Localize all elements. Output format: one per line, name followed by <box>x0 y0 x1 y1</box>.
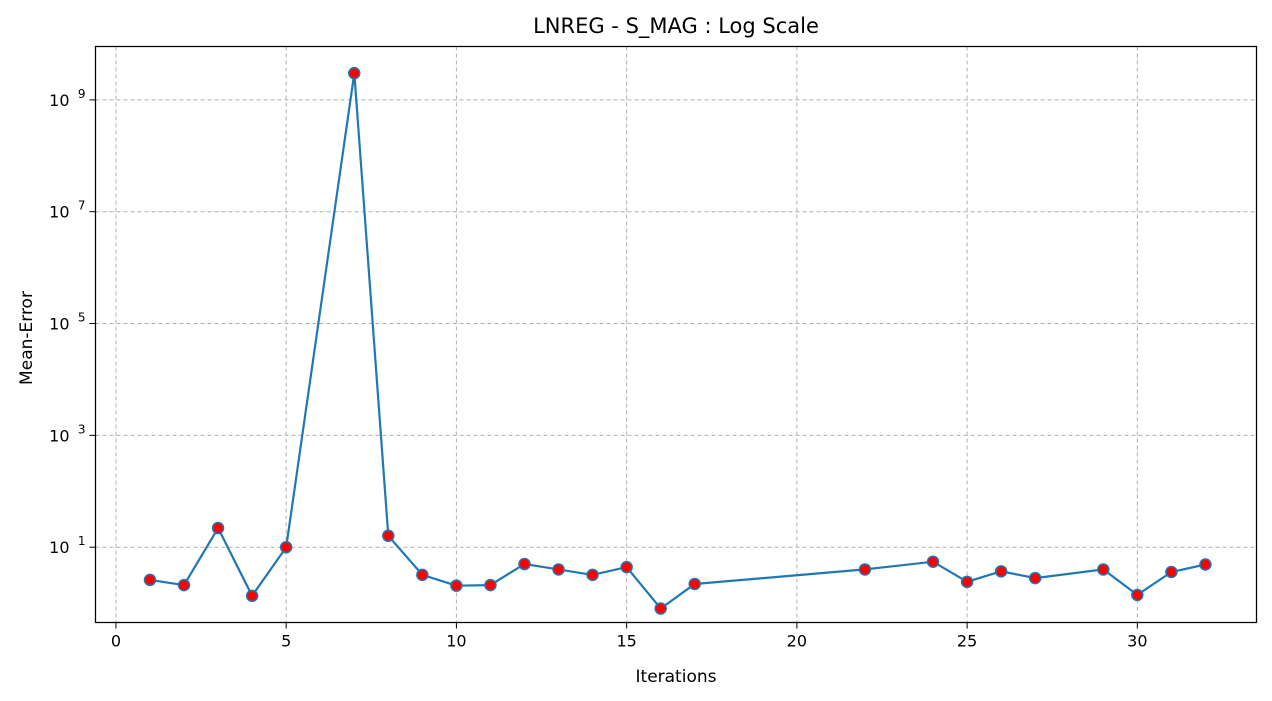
y-tick-label: 10 <box>49 426 69 445</box>
data-point <box>450 579 463 592</box>
y-tick-label: 10 <box>49 315 69 334</box>
data-point <box>1097 563 1110 576</box>
series-line <box>149 73 1206 610</box>
x-tick-label: 20 <box>787 632 807 651</box>
y-tick-label: 10 <box>49 91 69 110</box>
x-tick-label: 25 <box>957 632 977 651</box>
x-axis-label: Iterations <box>636 667 717 687</box>
y-tick-exponent: 1 <box>78 534 86 548</box>
data-point <box>211 521 225 535</box>
y-axis-label: Mean-Error <box>17 291 37 385</box>
data-point <box>858 563 872 576</box>
grid <box>95 46 1257 623</box>
y-tick-exponent: 5 <box>78 311 86 325</box>
data-point <box>348 66 361 80</box>
data-point <box>382 529 395 543</box>
data-point <box>960 575 974 589</box>
data-point <box>1131 588 1144 602</box>
chart-title: LNREG - S_MAG : Log Scale <box>533 14 819 39</box>
series <box>143 66 1212 615</box>
data-point <box>484 578 497 592</box>
plot-frame <box>94 45 1258 624</box>
x-tick-label: 30 <box>1127 632 1147 651</box>
y-tick-label: 10 <box>49 538 69 557</box>
x-tick-label: 0 <box>111 632 121 651</box>
x-tick-label: 5 <box>281 632 291 651</box>
data-point <box>143 573 157 587</box>
y-tick-label: 10 <box>49 203 69 222</box>
data-point <box>416 568 429 582</box>
y-tick-exponent: 3 <box>78 422 86 436</box>
data-point <box>994 565 1008 578</box>
data-point <box>586 568 599 582</box>
data-point <box>1199 558 1212 571</box>
data-point <box>552 563 565 576</box>
data-point <box>245 589 259 603</box>
axis-ticks: 0 5 10 15 20 25 30 10 1 10 3 10 5 10 7 10 9 <box>49 87 1147 651</box>
x-tick-label: 15 <box>616 632 636 651</box>
x-tick-label: 10 <box>446 632 466 651</box>
data-point <box>1165 565 1178 579</box>
data-point <box>926 555 940 568</box>
y-tick-exponent: 7 <box>78 199 86 213</box>
data-point <box>177 578 191 592</box>
data-point <box>654 602 667 615</box>
data-point <box>688 577 701 591</box>
data-point <box>279 540 293 554</box>
data-point <box>620 560 633 574</box>
data-point <box>518 557 531 571</box>
y-tick-exponent: 9 <box>78 87 86 101</box>
data-point <box>1028 571 1042 585</box>
